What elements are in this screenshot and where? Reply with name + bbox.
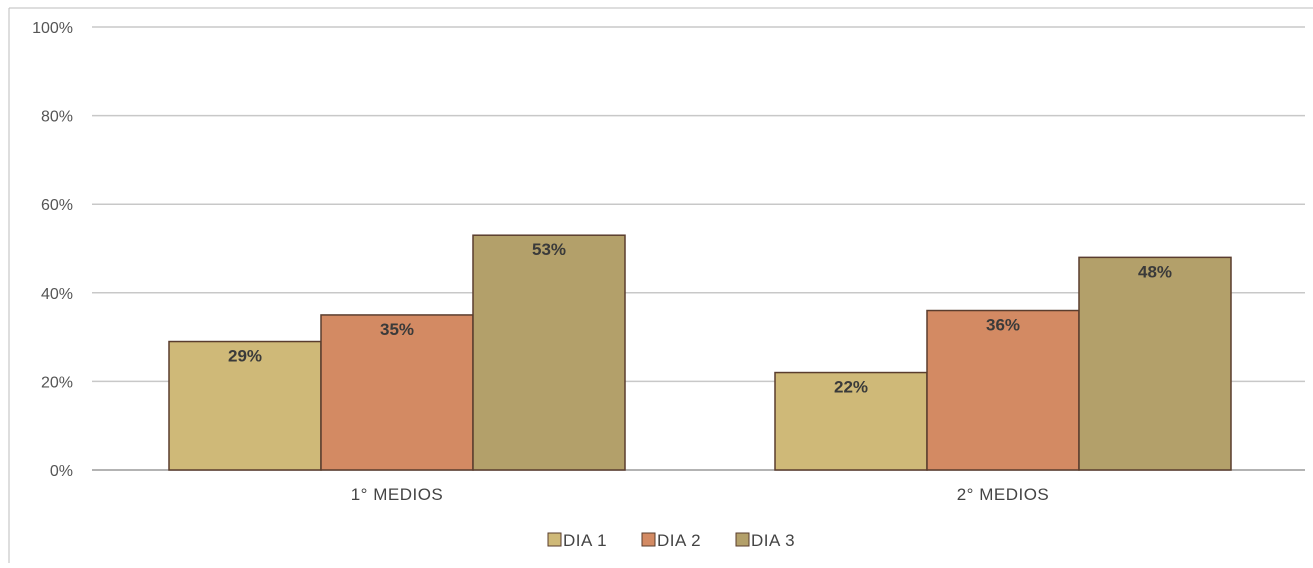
y-tick-label: 80% [41, 109, 73, 126]
legend-label: DIA 1 [563, 531, 607, 550]
bar [168, 340, 322, 471]
y-tick-label: 40% [41, 286, 73, 303]
x-axis-category-labels: 1° MEDIOS 2° MEDIOS [351, 485, 1050, 504]
data-label: 22% [834, 378, 868, 397]
legend-swatch [735, 532, 750, 547]
bar [320, 314, 474, 471]
legend-item: DIA 3 [735, 531, 795, 550]
x-category-label: 2° MEDIOS [957, 485, 1050, 504]
y-tick-label: 20% [41, 374, 73, 391]
legend-swatch [547, 532, 562, 547]
y-axis-tick-labels: 0% 20% 40% 60% 80% 100% [32, 20, 73, 480]
legend: DIA 1 DIA 2 DIA 3 [547, 531, 795, 550]
data-label: 36% [986, 316, 1020, 335]
x-category-label: 1° MEDIOS [351, 485, 444, 504]
legend-item: DIA 2 [641, 531, 701, 550]
data-label: 48% [1138, 262, 1172, 281]
y-tick-label: 0% [50, 463, 73, 480]
data-labels: 29% 35% 53% 22% 36% 48% [228, 240, 1172, 396]
legend-label: DIA 2 [657, 531, 701, 550]
legend-label: DIA 3 [751, 531, 795, 550]
data-label: 29% [228, 347, 262, 366]
bar [472, 234, 626, 471]
legend-swatch [641, 532, 656, 547]
bars [168, 234, 1232, 471]
y-tick-label: 100% [32, 20, 73, 37]
bar [1078, 256, 1232, 471]
data-label: 35% [380, 320, 414, 339]
data-label: 53% [532, 240, 566, 259]
y-tick-label: 60% [41, 197, 73, 214]
legend-item: DIA 1 [547, 531, 607, 550]
